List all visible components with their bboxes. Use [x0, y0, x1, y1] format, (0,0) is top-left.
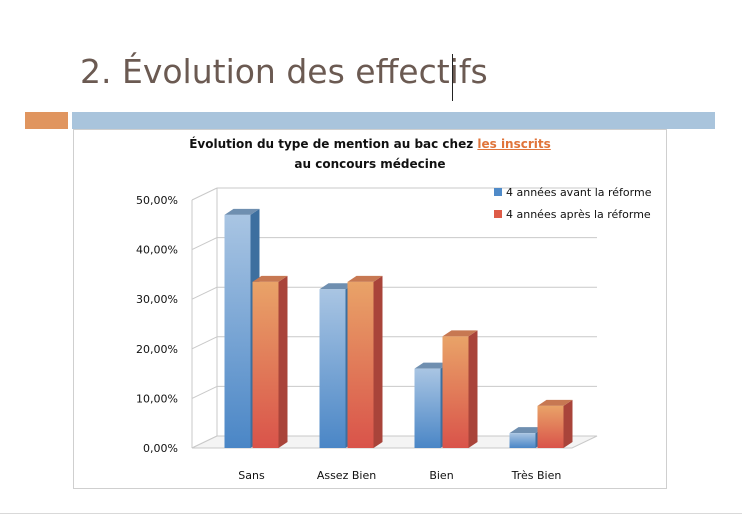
bar-side-1 — [468, 330, 478, 448]
bar-series-0 — [414, 368, 441, 448]
grid-side-line — [191, 237, 218, 251]
grid-side-line — [191, 286, 218, 300]
legend-label: 4 années avant la réforme — [506, 186, 652, 199]
legend-label: 4 années après la réforme — [506, 208, 651, 221]
bar-top-0 — [224, 208, 260, 215]
bar-top-0 — [319, 283, 355, 290]
bar-top-1 — [442, 330, 478, 337]
y-tick-label: 10,00% — [136, 392, 178, 405]
y-tick-label: 20,00% — [136, 343, 178, 356]
chart-frame[interactable]: Évolution du type de mention au bac chez… — [73, 129, 667, 489]
bar-series-1 — [347, 281, 374, 448]
bar-series-0 — [319, 289, 346, 448]
bar-series-1 — [442, 336, 469, 448]
legend-swatch — [494, 210, 502, 218]
y-tick-label: 30,00% — [136, 293, 178, 306]
x-tick-label: Sans — [238, 469, 265, 482]
y-tick-label: 50,00% — [136, 194, 178, 207]
bar-series-0 — [509, 433, 536, 448]
chart-title: Évolution du type de mention au bac chez… — [74, 134, 666, 174]
bar-top-0 — [414, 362, 450, 369]
x-tick-label: Bien — [429, 469, 453, 482]
title-rule-bar — [72, 112, 715, 129]
y-tick-label: 40,00% — [136, 244, 178, 257]
bar-series-1 — [252, 281, 279, 448]
footer-line — [0, 513, 742, 514]
grid-side-line — [191, 187, 218, 201]
x-tick-label: Très Bien — [511, 469, 562, 482]
y-tick-label: 0,00% — [143, 442, 178, 455]
bar-top-1 — [537, 399, 573, 406]
bar-series-1 — [537, 405, 564, 448]
bar-series-0 — [224, 214, 251, 448]
chart-title-line2: au concours médecine — [294, 157, 446, 171]
slide-title: 2. Évolution des effectifs — [80, 52, 488, 91]
bar-chart: 0,00% 10,00% 20,00% 30,00% 40,00% 50,00% Sans A… — [136, 186, 652, 482]
bar-side-1 — [563, 399, 573, 448]
grid-side-line — [191, 385, 218, 399]
bar-side-1 — [373, 275, 383, 448]
bar-top-0 — [509, 427, 545, 434]
x-tick-label: Assez Bien — [317, 469, 376, 482]
bar-top-1 — [347, 275, 383, 282]
accent-block — [25, 112, 68, 129]
grid-side-line — [191, 336, 218, 350]
legend-swatch — [494, 188, 502, 196]
text-cursor — [452, 54, 453, 101]
bar-side-1 — [278, 275, 288, 448]
chart-title-link[interactable]: les inscrits — [477, 137, 551, 151]
bar-top-1 — [252, 275, 288, 282]
chart-title-prefix: Évolution du type de mention au bac chez — [189, 137, 478, 151]
